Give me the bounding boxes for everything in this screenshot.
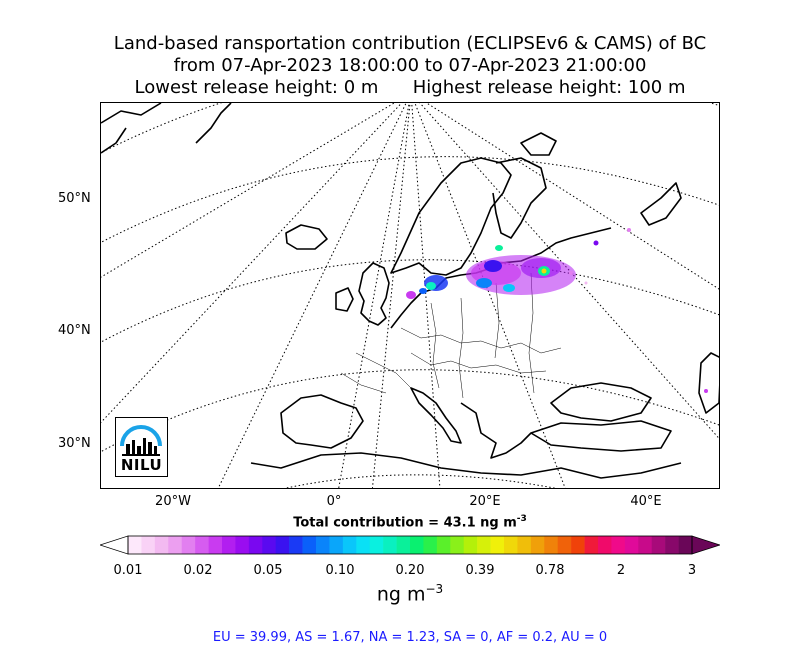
colorbar-cell [490, 536, 505, 554]
colorbar-cell [128, 536, 142, 554]
colorbar-cell [369, 536, 384, 554]
colorbar-cell [248, 536, 263, 554]
colorbar-cell [517, 536, 532, 554]
concentration-plume [406, 228, 708, 393]
graticule [101, 103, 719, 488]
map-canvas [101, 103, 719, 488]
lat-label-40n: 40°N [58, 323, 91, 338]
colorbar-max-extend [691, 535, 720, 555]
colorbar-cell [383, 536, 397, 554]
colorbar-cell [624, 536, 639, 554]
lat-label-50n: 50°N [58, 191, 91, 206]
colorbar-tick-label: 3 [687, 563, 697, 578]
colorbar-cell [571, 536, 585, 554]
total-contribution: Total contribution = 43.1 ng m-3 [0, 514, 800, 530]
colorbar-cell [557, 536, 572, 554]
colorbar-tick-label: 0.39 [465, 563, 495, 578]
country-borders [340, 272, 562, 399]
colorbar-cell [477, 536, 491, 554]
colorbar-cell [611, 536, 626, 554]
nilu-logo-text: NILU [120, 456, 163, 474]
colorbar-tick-label: 0.05 [253, 563, 283, 578]
colorbar-tick-label: 0.01 [113, 563, 143, 578]
colorbar-unit-text: ng m [376, 583, 426, 606]
colorbar-cell [141, 536, 156, 554]
lon-label-0: 0° [326, 494, 342, 509]
colorbar-cell [678, 536, 693, 554]
lat-label-30n: 30°N [58, 436, 91, 451]
colorbar-cell [530, 536, 545, 554]
colorbar-cell [396, 536, 411, 554]
colorbar-unit-exponent: −3 [425, 582, 444, 596]
nilu-logo: NILU [115, 417, 168, 477]
colorbar-cell [342, 536, 357, 554]
colorbar-cell [208, 536, 223, 554]
coastlines [101, 103, 719, 479]
title-line-3: Lowest release height: 0 m Highest relea… [134, 77, 686, 98]
nilu-logo-graphic [120, 425, 162, 456]
colorbar-cell [463, 536, 478, 554]
title-line-1: Land-based ransportation contribution (E… [113, 33, 707, 54]
colorbar-cell [329, 536, 344, 554]
colorbar-cell [316, 536, 330, 554]
colorbar-cell [423, 536, 438, 554]
colorbar-cell [222, 536, 236, 554]
colorbar-cell [289, 536, 303, 554]
colorbar-tick-label: 0.10 [325, 563, 355, 578]
colorbar-cell [410, 536, 424, 554]
colorbar-cell [638, 536, 653, 554]
colorbar-tick-label: 2 [616, 563, 626, 578]
colorbar-cell [181, 536, 196, 554]
colorbar-cell [598, 536, 612, 554]
colorbar-cell [504, 536, 518, 554]
colorbar-cell [584, 536, 599, 554]
lon-label-40e: 40°E [630, 494, 662, 509]
colorbar-cell [436, 536, 451, 554]
colorbar-cell [651, 536, 666, 554]
colorbar-cell [544, 536, 559, 554]
colorbar-cell [168, 536, 183, 554]
colorbar-tick-label: 0.02 [183, 563, 213, 578]
title-line-2: from 07-Apr-2023 18:00:00 to 07-Apr-2023… [173, 55, 647, 76]
regional-contributions: EU = 39.99, AS = 1.67, NA = 1.23, SA = 0… [212, 630, 608, 645]
colorbar-tick-label: 0.78 [535, 563, 565, 578]
colorbar-cell [262, 536, 277, 554]
total-contribution-exponent: -3 [516, 514, 527, 524]
colorbar-cell [302, 536, 317, 554]
colorbar-cell [154, 536, 169, 554]
colorbar-min-extend [100, 535, 129, 555]
colorbar-cell [275, 536, 290, 554]
colorbar-cell [450, 536, 465, 554]
colorbar-cell [665, 536, 679, 554]
total-contribution-text: Total contribution = 43.1 ng m [293, 515, 517, 531]
colorbar-cell [195, 536, 209, 554]
colorbar [100, 535, 720, 555]
lon-label-20e: 20°E [469, 494, 501, 509]
colorbar-unit-label: ng m−3 [0, 582, 800, 605]
colorbar-cell [235, 536, 250, 554]
colorbar-frame [127, 535, 693, 555]
lon-label-20w: 20°W [155, 494, 191, 509]
colorbar-tick-label: 0.20 [395, 563, 425, 578]
colorbar-cell [356, 536, 371, 554]
map-panel[interactable]: NILU [100, 102, 720, 489]
